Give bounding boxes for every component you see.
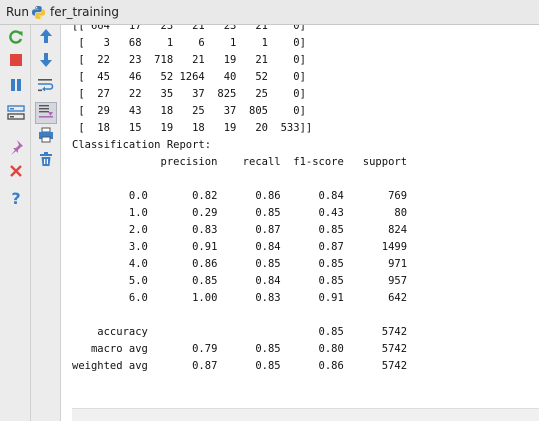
pin-tab-button[interactable] bbox=[5, 138, 27, 160]
console-line: [ 18 15 19 18 19 20 533]] bbox=[72, 122, 313, 134]
pause-icon bbox=[8, 77, 24, 97]
down-stack-button[interactable] bbox=[35, 51, 57, 73]
restore-layout-icon bbox=[7, 105, 25, 125]
run-label: Run bbox=[6, 5, 30, 19]
up-stack-button[interactable] bbox=[35, 27, 57, 49]
print-button[interactable] bbox=[35, 126, 57, 148]
up-arrow-icon bbox=[38, 28, 54, 48]
soft-wrap-icon bbox=[37, 77, 55, 97]
console-line: 6.0 1.00 0.83 0.91 642 bbox=[72, 292, 408, 304]
print-icon bbox=[38, 127, 54, 147]
console-line: weighted avg 0.87 0.85 0.86 5742 bbox=[72, 360, 408, 372]
stop-icon bbox=[8, 52, 24, 72]
pin-icon bbox=[8, 139, 24, 159]
run-toolbar-secondary bbox=[31, 25, 61, 421]
console-line: [[ 664 17 23 21 23 21 0] bbox=[72, 25, 306, 32]
console-line: 5.0 0.85 0.84 0.85 957 bbox=[72, 275, 408, 287]
python-icon bbox=[31, 5, 46, 20]
run-toolbar-primary: ? bbox=[0, 25, 31, 421]
rerun-button[interactable] bbox=[5, 28, 27, 50]
down-arrow-icon bbox=[38, 52, 54, 72]
run-tool-window-header: Run fer_training bbox=[0, 0, 539, 25]
run-config-name[interactable]: fer_training bbox=[50, 5, 120, 19]
console-line: precision recall f1-score support bbox=[72, 156, 408, 168]
console-line: macro avg 0.79 0.85 0.80 5742 bbox=[72, 343, 408, 355]
rerun-icon bbox=[8, 29, 24, 49]
horizontal-scrollbar[interactable] bbox=[72, 408, 539, 421]
console-line: [ 29 43 18 25 37 805 0] bbox=[72, 105, 306, 117]
console-line: 1.0 0.29 0.85 0.43 80 bbox=[72, 207, 408, 219]
help-button[interactable]: ? bbox=[5, 187, 27, 209]
console-line: Classification Report: bbox=[72, 139, 212, 151]
console-line: 3.0 0.91 0.84 0.87 1499 bbox=[72, 241, 408, 253]
scroll-to-end-button[interactable] bbox=[35, 102, 57, 124]
help-icon: ? bbox=[11, 188, 21, 208]
scroll-to-end-icon bbox=[38, 103, 54, 123]
restore-layout-button[interactable] bbox=[5, 104, 27, 126]
soft-wrap-button[interactable] bbox=[35, 76, 57, 98]
console-line: 4.0 0.86 0.85 0.85 971 bbox=[72, 258, 408, 270]
pause-button[interactable] bbox=[5, 76, 27, 98]
console-line: [ 3 68 1 6 1 1 0] bbox=[72, 37, 306, 49]
console-line: [ 22 23 718 21 19 21 0] bbox=[72, 54, 306, 66]
stop-button[interactable] bbox=[5, 51, 27, 73]
clear-all-button[interactable] bbox=[35, 150, 57, 172]
console-line: [ 45 46 52 1264 40 52 0] bbox=[72, 71, 306, 83]
console-line: 2.0 0.83 0.87 0.85 824 bbox=[72, 224, 408, 236]
console-line: accuracy 0.85 5742 bbox=[72, 326, 408, 338]
trash-icon bbox=[38, 151, 54, 171]
console-output[interactable]: [[ 664 17 23 21 23 21 0] [ 3 68 1 6 1 1 … bbox=[62, 25, 539, 407]
console-line: [ 27 22 35 37 825 25 0] bbox=[72, 88, 306, 100]
close-button[interactable] bbox=[5, 162, 27, 184]
console-line: 0.0 0.82 0.86 0.84 769 bbox=[72, 190, 408, 202]
close-icon bbox=[8, 163, 24, 183]
